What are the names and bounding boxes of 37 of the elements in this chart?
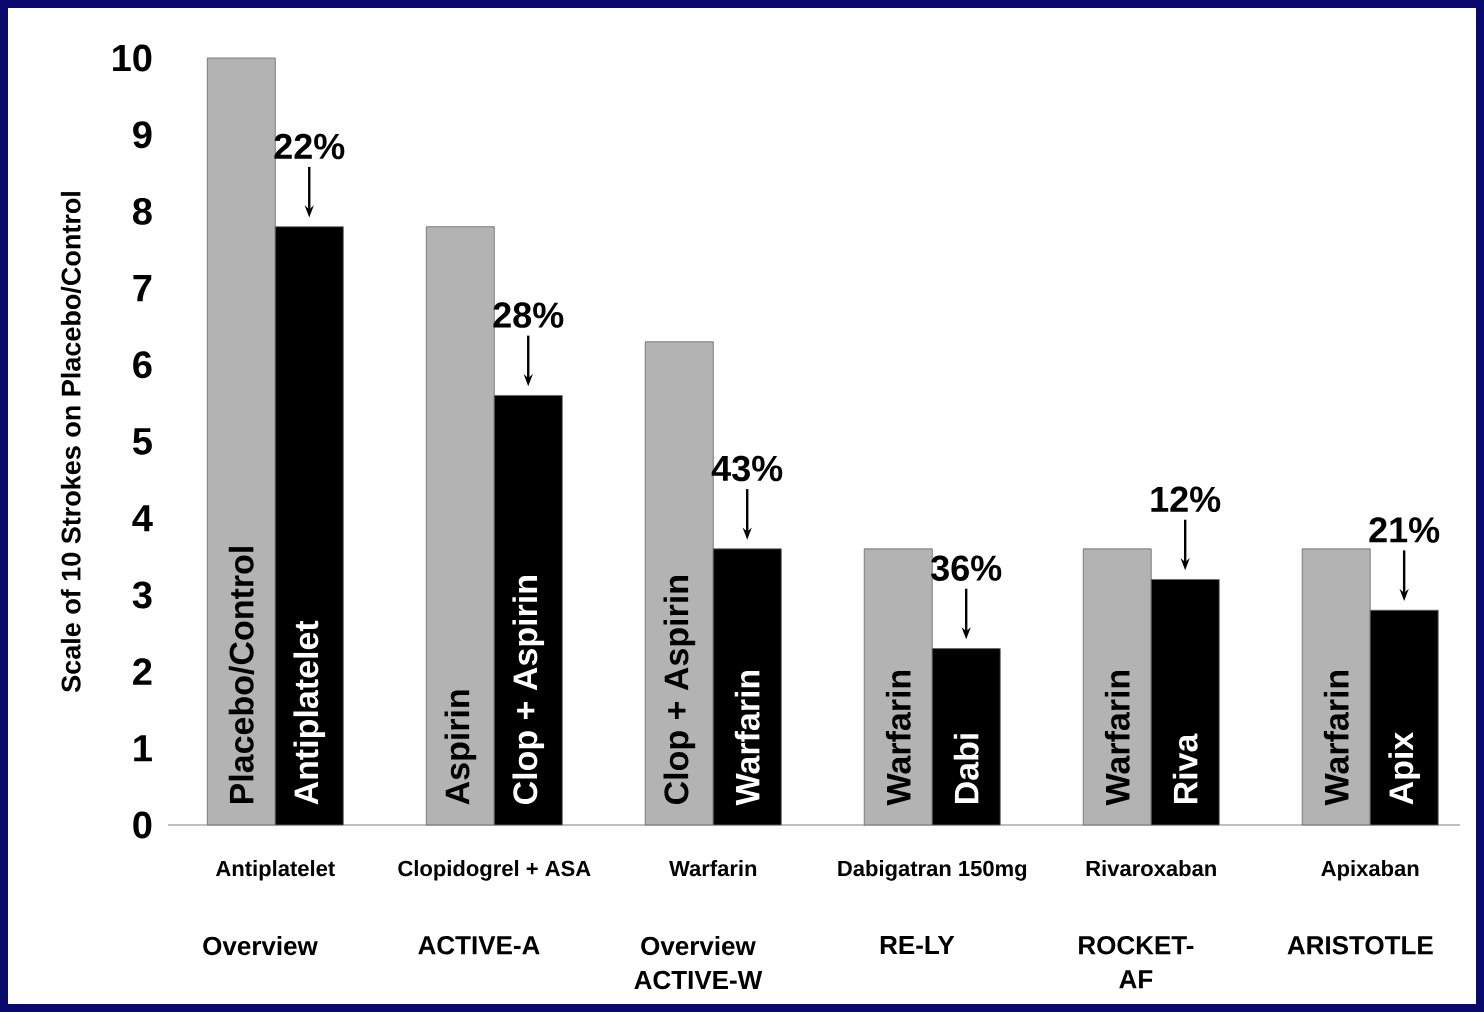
y-tick-label: 5 xyxy=(132,428,152,455)
x-tick-label: Antiplatelet xyxy=(215,860,335,881)
y-tick-label: 7 xyxy=(133,275,152,302)
y-tick-label: 3 xyxy=(132,581,152,609)
y-tick-label: 10 xyxy=(113,44,152,72)
y-tick-label: 9 xyxy=(133,121,152,149)
y-tick-label: 6 xyxy=(133,351,152,379)
y-axis-title: Scale of 10 Strokes on Placebo/Control xyxy=(60,192,81,693)
annotation: 28% xyxy=(493,302,564,328)
y-tick-label: 4 xyxy=(132,505,153,532)
text: ROCKET-AF xyxy=(1079,936,1194,989)
annotation: Aspirin xyxy=(444,690,477,805)
annotation: Clop + Aspirin xyxy=(663,576,696,805)
annotation: Dabi xyxy=(953,734,979,804)
y-tick-label: 0 xyxy=(133,811,152,839)
x-tick-label: Dabigatran 150mg xyxy=(838,860,1027,881)
x-tick-label: Rivaroxaban xyxy=(1086,860,1216,877)
y-tick-label: 2 xyxy=(133,658,152,685)
text: Overview ACTIVE-W xyxy=(634,936,763,990)
annotation: 43% xyxy=(711,455,783,482)
annotation: Placebo/Control xyxy=(228,547,255,804)
text: RE-LY xyxy=(880,936,955,954)
annotation: 12% xyxy=(1151,486,1221,512)
y-tick-label: 1 xyxy=(134,735,152,762)
annotation: Clop + Aspirin xyxy=(512,576,545,805)
annotation: Apix xyxy=(1388,731,1420,805)
text: Overview xyxy=(203,936,318,956)
text: ARISTOTLE xyxy=(1287,936,1433,955)
x-tick-label: Clopidogrel + ASA xyxy=(398,860,591,881)
annotation: 22% xyxy=(274,133,345,160)
annotation: 21% xyxy=(1369,517,1440,543)
annotation: Riva xyxy=(1172,733,1198,804)
text: ACTIVE-A xyxy=(418,936,540,955)
annotation: 36% xyxy=(930,555,1002,581)
y-tick-label: 8 xyxy=(133,197,152,225)
x-tick-label: Apixaban xyxy=(1321,860,1419,881)
x-tick-label: Warfarin xyxy=(669,860,757,877)
